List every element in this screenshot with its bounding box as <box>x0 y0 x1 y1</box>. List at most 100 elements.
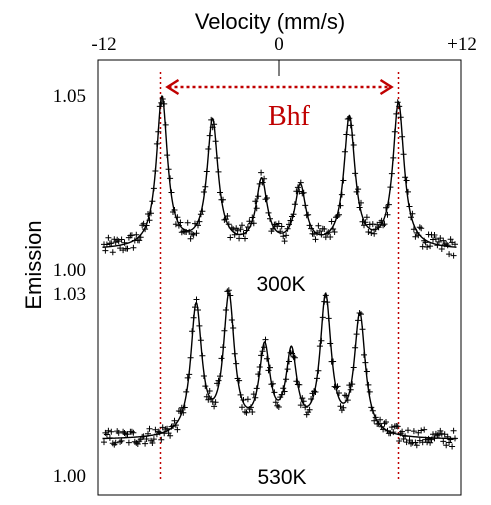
x-tick-label-right: +12 <box>447 34 477 55</box>
data-point <box>142 440 149 447</box>
data-point <box>259 179 266 186</box>
data-point <box>225 287 232 294</box>
data-point <box>291 201 298 208</box>
data-point <box>388 170 395 177</box>
data-point <box>193 296 200 303</box>
data-point <box>421 426 428 433</box>
data-point <box>212 399 219 406</box>
data-point <box>275 220 282 227</box>
data-point <box>413 442 420 449</box>
data-point <box>196 322 203 329</box>
data-point <box>408 440 414 447</box>
data-point <box>165 166 172 173</box>
data-point <box>410 428 417 435</box>
data-point <box>259 348 266 355</box>
data-point <box>255 193 262 200</box>
data-point <box>369 407 376 414</box>
data-point <box>108 428 115 435</box>
data-point <box>206 132 213 139</box>
data-point <box>211 403 218 410</box>
data-point <box>274 402 281 409</box>
data-point <box>228 317 235 323</box>
data-point <box>322 292 329 299</box>
data-point <box>431 435 438 442</box>
data-point <box>152 168 159 174</box>
data-point <box>387 430 394 437</box>
data-point <box>156 429 163 436</box>
data-point <box>236 235 243 242</box>
data-point <box>217 373 223 380</box>
data-point <box>130 429 137 436</box>
data-point <box>337 403 344 410</box>
data-point <box>265 367 272 374</box>
data-point <box>344 397 351 404</box>
data-point <box>190 314 197 321</box>
data-point <box>410 226 417 233</box>
data-point <box>418 225 425 232</box>
data-point <box>208 395 215 402</box>
data-point <box>365 229 372 235</box>
data-point <box>371 230 378 237</box>
data-point <box>418 427 425 434</box>
x-tick-label-center: 0 <box>274 34 284 55</box>
data-point <box>195 307 201 313</box>
data-point <box>142 226 149 233</box>
data-point <box>218 355 225 362</box>
data-point <box>108 240 115 247</box>
data-point <box>447 236 454 243</box>
data-point <box>437 427 444 434</box>
data-point <box>405 427 411 434</box>
bhf-arrowhead-left <box>165 78 180 96</box>
data-point <box>353 331 360 338</box>
data-point <box>385 201 392 208</box>
data-point <box>390 154 397 161</box>
data-point <box>162 121 169 128</box>
data-point <box>227 234 234 241</box>
y-tick-label-top-panel-min: 1.00 <box>53 260 86 281</box>
data-point <box>193 230 200 237</box>
data-point <box>416 224 423 231</box>
data-point <box>371 417 378 424</box>
data-point <box>324 299 331 306</box>
data-point <box>402 174 409 181</box>
data-point <box>196 218 203 225</box>
x-axis-label: Velocity (mm/s) <box>195 9 345 34</box>
data-point <box>296 381 303 388</box>
data-point <box>211 121 218 128</box>
data-point <box>133 231 140 238</box>
data-point <box>293 378 300 385</box>
data-point <box>383 419 389 425</box>
data-point <box>334 213 341 219</box>
data-point <box>412 439 419 446</box>
data-point <box>267 215 273 222</box>
bhf-label: Bhf <box>268 101 311 132</box>
data-point <box>283 232 290 239</box>
data-point <box>378 217 385 224</box>
data-point <box>186 371 193 378</box>
data-point <box>343 131 350 138</box>
data-point <box>200 373 207 379</box>
data-point <box>215 377 222 384</box>
data-point <box>340 404 347 411</box>
data-point <box>400 151 407 158</box>
data-point <box>302 202 309 209</box>
data-point <box>202 183 209 190</box>
panel-label-530k: 530K <box>257 466 306 489</box>
data-point <box>280 385 287 392</box>
data-point <box>406 203 413 210</box>
data-point <box>174 426 181 433</box>
data-point <box>217 189 223 196</box>
data-point <box>375 224 382 231</box>
data-point <box>435 431 442 438</box>
data-point <box>158 99 165 106</box>
data-point <box>331 229 338 235</box>
data-point <box>431 232 438 238</box>
data-point <box>220 344 226 351</box>
fit-curve-530k <box>102 291 457 440</box>
data-point <box>283 376 290 383</box>
data-point <box>452 241 458 248</box>
data-point <box>199 352 206 359</box>
data-point <box>361 351 367 358</box>
data-point <box>109 249 116 256</box>
data-point <box>291 354 298 361</box>
